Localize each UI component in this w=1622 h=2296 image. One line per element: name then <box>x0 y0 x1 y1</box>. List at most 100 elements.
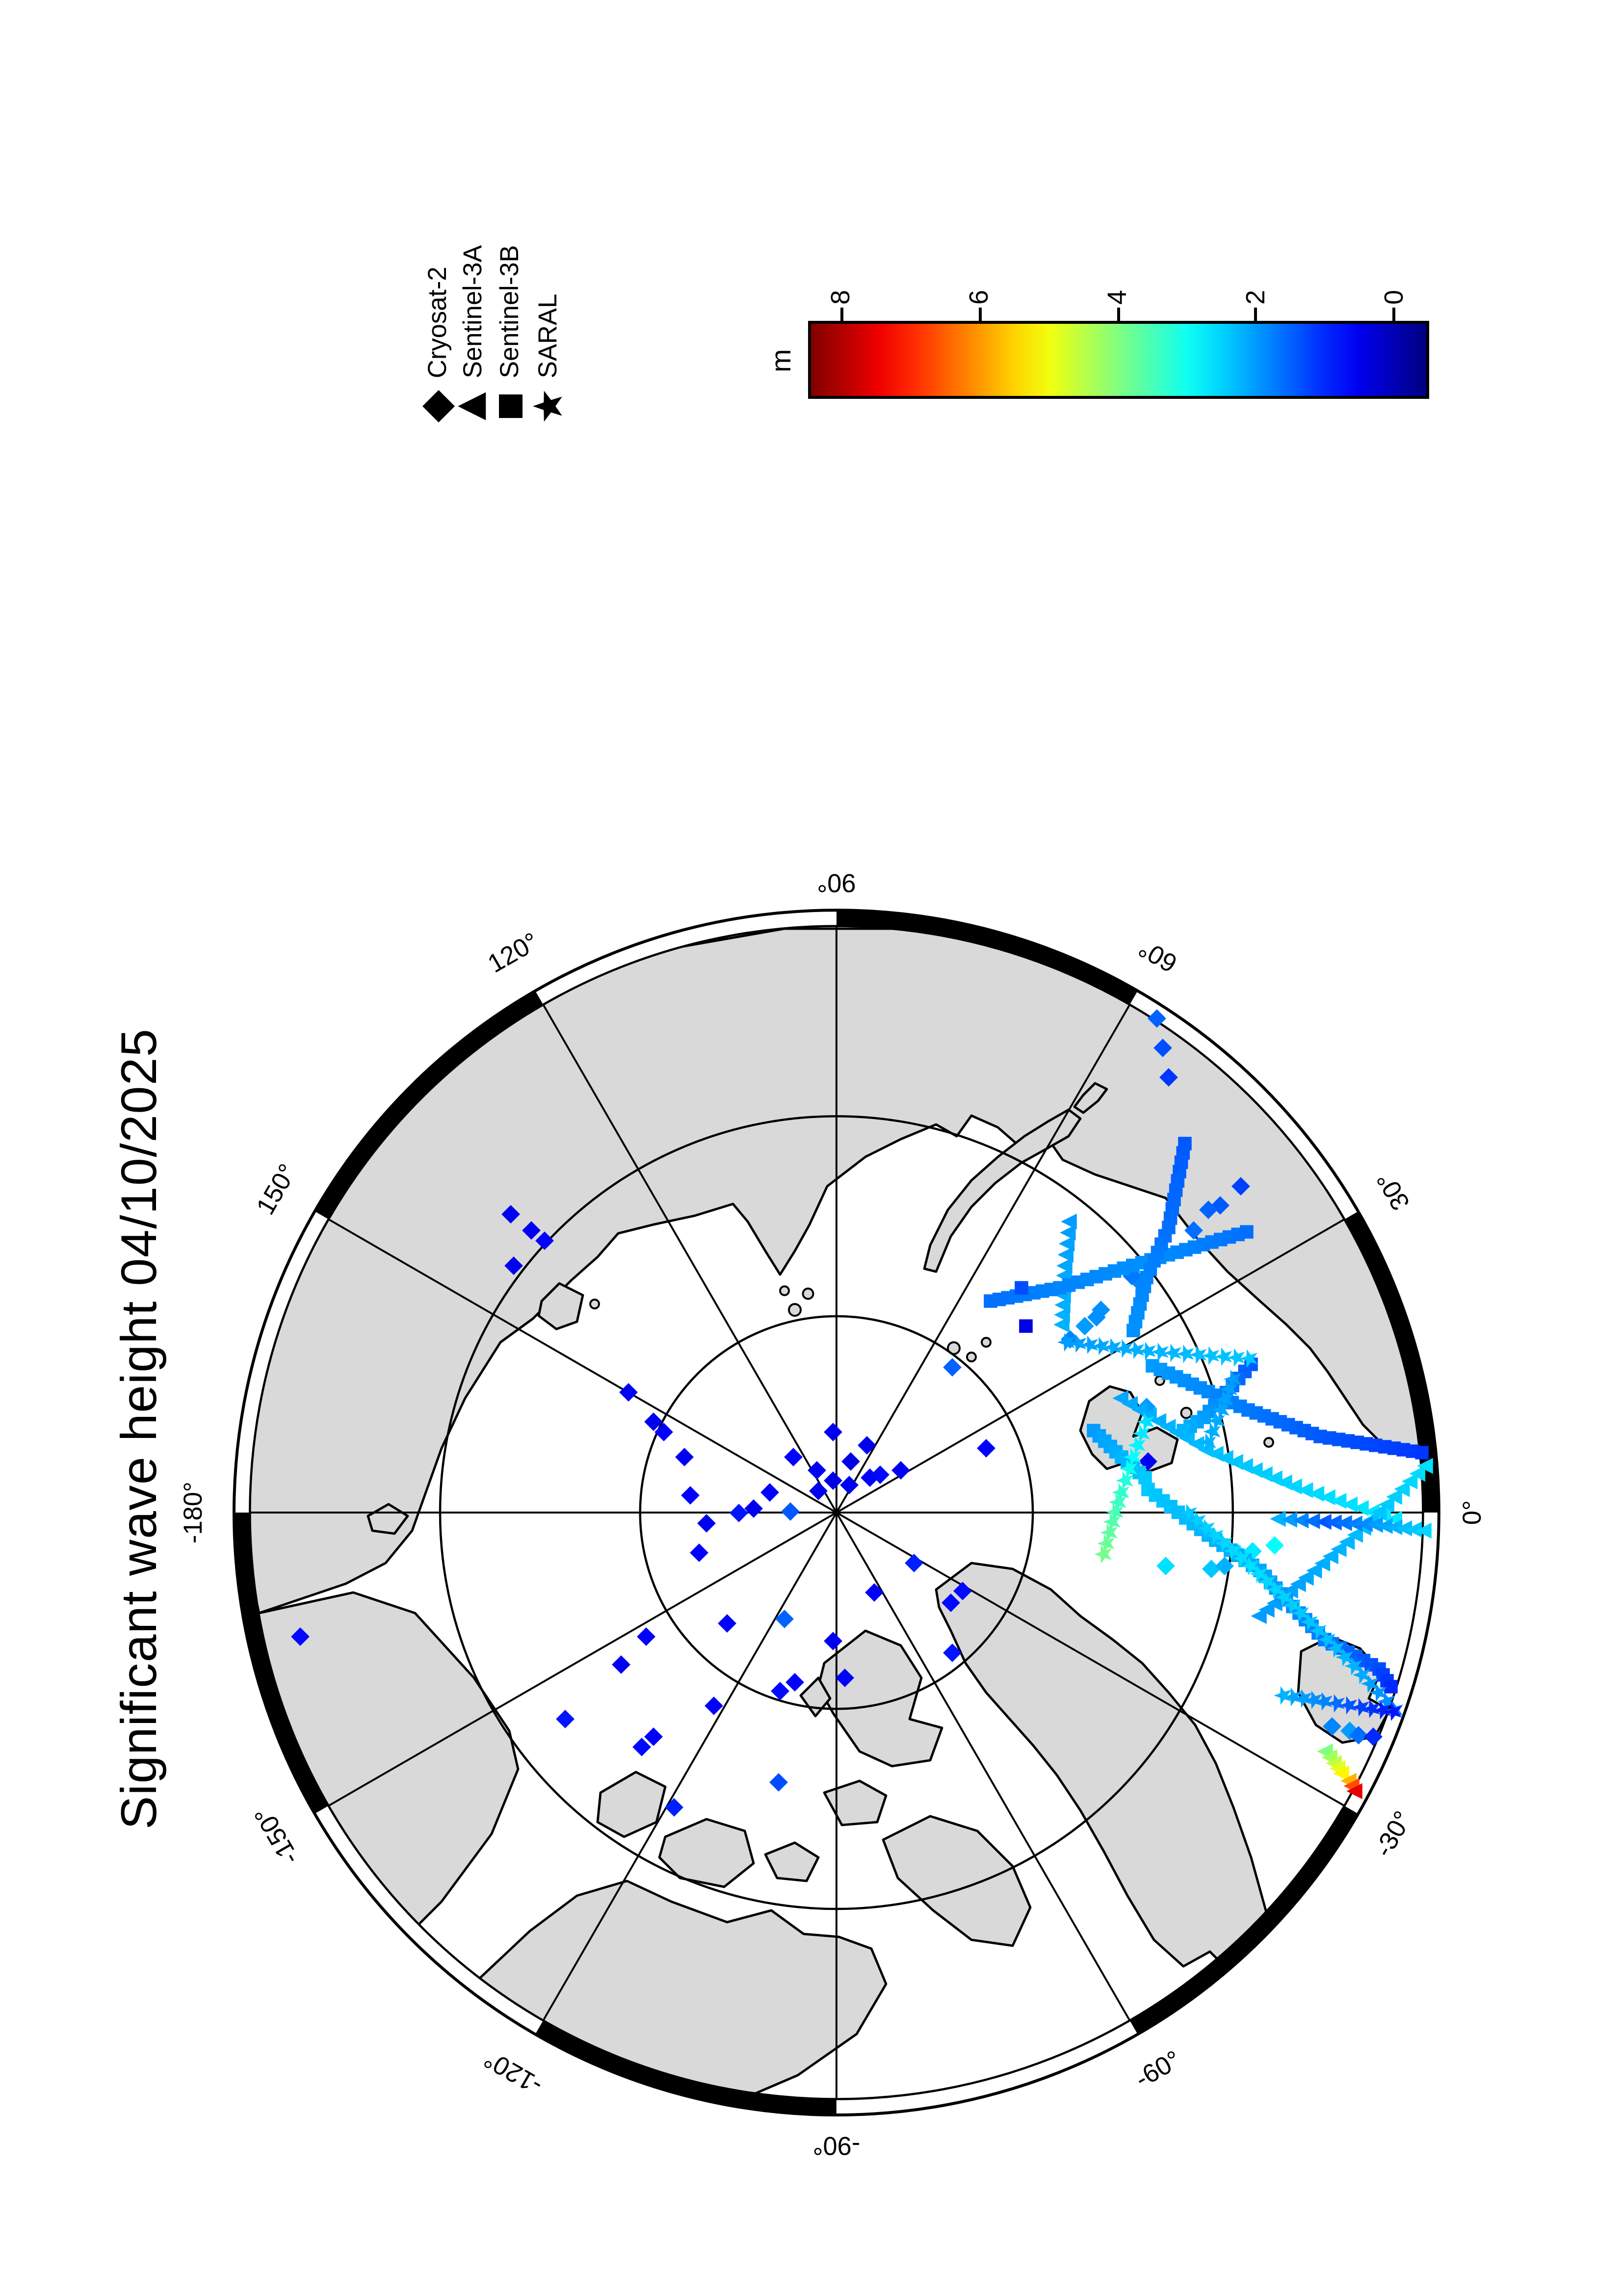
land-polygon <box>596 1771 667 1838</box>
data-marker-star <box>1353 1666 1370 1684</box>
data-marker-triangle-left <box>1150 1413 1167 1429</box>
data-marker-star <box>1092 1336 1110 1356</box>
data-marker-star <box>1163 1344 1181 1362</box>
lon-label: -150° <box>249 1802 305 1870</box>
data-marker-square <box>1415 1446 1429 1460</box>
data-marker-triangle-left <box>1326 1514 1342 1531</box>
data-marker-triangle-left <box>1336 1515 1352 1531</box>
land-polygon <box>764 1841 820 1882</box>
data-marker-star <box>1241 1557 1259 1575</box>
data-marker-star <box>1327 1694 1345 1713</box>
data-marker-star <box>1315 1692 1333 1711</box>
lon-label: 60° <box>1134 934 1182 978</box>
data-marker-triangle-left <box>1053 1316 1070 1333</box>
data-marker-star <box>1137 1412 1154 1431</box>
data-marker-triangle-left <box>1406 1521 1422 1538</box>
data-marker-star <box>1250 1565 1267 1583</box>
legend-marker-icons <box>422 390 562 422</box>
islet <box>966 1352 977 1362</box>
colorbar-tick <box>978 307 982 321</box>
data-marker-triangle-left <box>1112 1390 1128 1407</box>
data-marker-star <box>1309 1621 1327 1640</box>
data-marker-star <box>1109 1493 1126 1512</box>
data-marker-triangle-left <box>1122 1396 1138 1412</box>
data-marker-triangle-left <box>1346 1783 1362 1800</box>
data-marker-star <box>1115 1339 1133 1358</box>
data-marker-star <box>1275 1588 1292 1607</box>
data-marker-star <box>1057 1333 1075 1352</box>
data-marker-star <box>1274 1686 1291 1705</box>
data-marker-star <box>1202 1346 1220 1365</box>
colorbar-gradient-bar <box>807 320 1429 399</box>
data-marker-star <box>1294 1689 1312 1708</box>
data-marker-triangle-left <box>1188 1436 1204 1452</box>
data-marker-star <box>1151 1342 1169 1361</box>
data-marker-triangle-left <box>1396 1520 1413 1537</box>
data-marker-triangle-left <box>1347 1527 1363 1543</box>
data-marker-triangle-left <box>1141 1407 1157 1424</box>
colorbar-tick <box>1392 307 1396 321</box>
land-polygon <box>799 1676 832 1718</box>
data-marker-star <box>1126 1340 1145 1359</box>
lon-label: -60° <box>1130 2045 1185 2094</box>
lon-label: 120° <box>483 927 544 978</box>
data-marker-star <box>1128 1436 1146 1455</box>
data-marker-triangle-left <box>1306 1563 1322 1579</box>
data-marker-star <box>1318 1630 1335 1649</box>
land-polygon <box>882 1815 1032 1947</box>
data-marker-star <box>1373 1701 1391 1720</box>
data-marker-triangle-left <box>1315 1513 1332 1530</box>
data-marker-star <box>1206 1526 1224 1545</box>
data-marker-star <box>1094 1545 1112 1564</box>
map-frame-ring <box>233 909 1440 2116</box>
data-marker-star <box>1258 1572 1276 1591</box>
land-polygon <box>823 1779 888 1826</box>
data-marker-star <box>1360 1674 1379 1693</box>
data-marker-star <box>1097 1534 1115 1553</box>
data-marker-star <box>1352 1698 1369 1717</box>
data-marker-triangle-left <box>1057 1247 1074 1263</box>
data-marker-star <box>1266 1580 1284 1599</box>
islet <box>802 1287 814 1300</box>
data-marker-triangle-left <box>1415 1522 1432 1539</box>
data-marker-star <box>1214 1347 1232 1366</box>
data-marker-star <box>1224 1541 1241 1560</box>
data-marker-star <box>1362 1699 1381 1718</box>
data-marker-star <box>1176 1344 1194 1363</box>
data-marker-star <box>1106 1503 1124 1521</box>
data-marker-star <box>1203 1422 1221 1441</box>
data-marker-star <box>1188 1511 1206 1530</box>
data-marker-star <box>1284 1688 1302 1706</box>
data-marker-square <box>1019 1319 1033 1333</box>
data-marker-star <box>1232 1549 1250 1568</box>
land-polygon <box>366 1503 409 1535</box>
data-marker-star <box>1216 1390 1233 1409</box>
data-marker-square <box>1126 1324 1140 1337</box>
data-marker-star <box>1138 1342 1156 1360</box>
data-marker-star <box>1369 1683 1387 1702</box>
islet <box>779 1285 790 1296</box>
data-marker-star <box>1197 1519 1215 1538</box>
data-marker-triangle-left <box>1314 1555 1331 1572</box>
data-marker-star <box>1207 1411 1225 1430</box>
data-marker-triangle-left <box>1304 1513 1320 1529</box>
data-marker-triangle-left <box>1331 1541 1347 1557</box>
data-marker-triangle-left <box>1333 1765 1349 1782</box>
data-marker-triangle-left <box>1160 1419 1176 1435</box>
data-marker-triangle-left <box>1386 1519 1403 1535</box>
land-polygon <box>1073 1082 1108 1114</box>
data-marker-star <box>1291 1604 1309 1622</box>
lon-label: -180° <box>179 1482 208 1543</box>
lon-label: 150° <box>251 1159 302 1220</box>
data-marker-star <box>1189 1345 1207 1364</box>
data-marker-triangle-left <box>1357 1516 1373 1532</box>
colorbar-tick <box>1255 307 1258 321</box>
data-marker-star <box>1224 1370 1241 1388</box>
data-marker-star <box>1283 1596 1301 1615</box>
data-marker-square <box>1015 1281 1028 1295</box>
data-marker-triangle-left <box>1346 1515 1362 1532</box>
data-marker-star <box>1220 1380 1238 1399</box>
data-marker-star <box>1240 1349 1257 1368</box>
